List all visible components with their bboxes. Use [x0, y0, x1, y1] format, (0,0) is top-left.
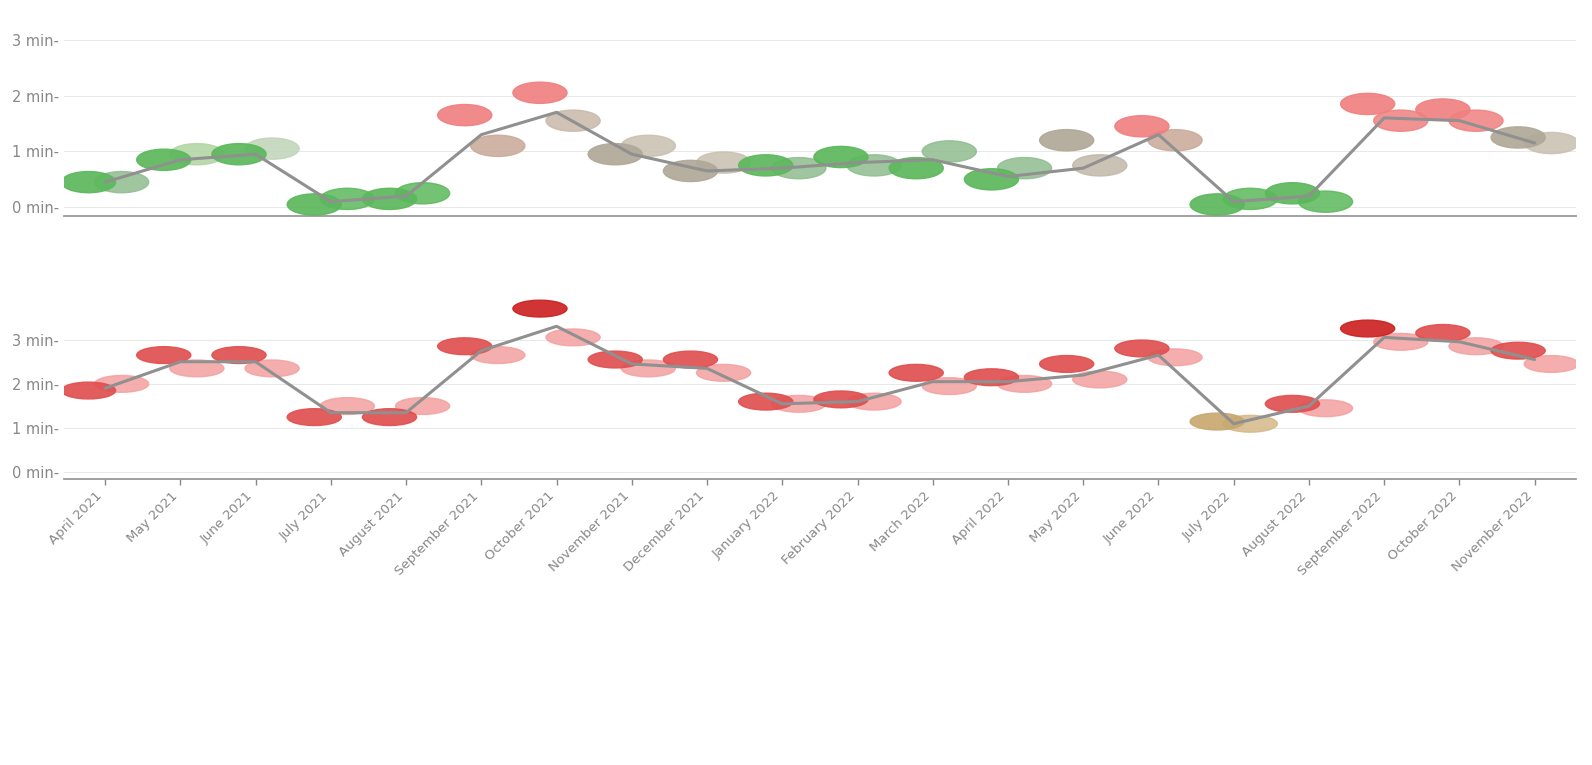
- Ellipse shape: [1299, 400, 1353, 417]
- Ellipse shape: [847, 155, 901, 176]
- Ellipse shape: [170, 360, 224, 377]
- Ellipse shape: [395, 398, 449, 415]
- Ellipse shape: [1415, 99, 1469, 120]
- Ellipse shape: [62, 171, 116, 193]
- Ellipse shape: [1191, 194, 1245, 215]
- Ellipse shape: [1374, 334, 1428, 350]
- Ellipse shape: [1449, 338, 1503, 355]
- Ellipse shape: [1340, 93, 1395, 115]
- Ellipse shape: [739, 155, 793, 176]
- Ellipse shape: [1524, 356, 1578, 373]
- Ellipse shape: [664, 161, 718, 181]
- Ellipse shape: [1223, 415, 1277, 432]
- Ellipse shape: [965, 369, 1019, 386]
- Ellipse shape: [696, 364, 751, 381]
- Ellipse shape: [1191, 413, 1245, 430]
- Ellipse shape: [1114, 116, 1169, 137]
- Ellipse shape: [62, 382, 116, 399]
- Ellipse shape: [587, 351, 642, 368]
- Ellipse shape: [1266, 183, 1320, 204]
- Ellipse shape: [245, 138, 299, 159]
- Ellipse shape: [513, 300, 567, 317]
- Ellipse shape: [888, 158, 944, 179]
- Ellipse shape: [513, 82, 567, 103]
- Ellipse shape: [1073, 371, 1127, 388]
- Ellipse shape: [1340, 320, 1395, 337]
- Ellipse shape: [395, 183, 449, 204]
- Ellipse shape: [1073, 155, 1127, 176]
- Ellipse shape: [245, 360, 299, 377]
- Ellipse shape: [546, 329, 600, 346]
- Ellipse shape: [1374, 110, 1428, 132]
- Ellipse shape: [888, 364, 944, 381]
- Ellipse shape: [287, 409, 341, 425]
- Ellipse shape: [94, 376, 148, 392]
- Ellipse shape: [814, 391, 868, 408]
- Ellipse shape: [137, 347, 191, 363]
- Ellipse shape: [1148, 349, 1202, 366]
- Ellipse shape: [287, 194, 341, 215]
- Ellipse shape: [664, 351, 718, 368]
- Ellipse shape: [438, 338, 492, 355]
- Ellipse shape: [772, 158, 826, 179]
- Ellipse shape: [1415, 324, 1469, 341]
- Ellipse shape: [621, 135, 675, 156]
- Ellipse shape: [587, 144, 642, 164]
- Ellipse shape: [922, 378, 976, 395]
- Ellipse shape: [1114, 340, 1169, 356]
- Ellipse shape: [320, 398, 374, 415]
- Ellipse shape: [847, 393, 901, 410]
- Ellipse shape: [212, 144, 266, 164]
- Ellipse shape: [363, 188, 417, 210]
- Ellipse shape: [965, 169, 1019, 190]
- Ellipse shape: [1266, 396, 1320, 412]
- Ellipse shape: [212, 347, 266, 363]
- Ellipse shape: [621, 360, 675, 377]
- Ellipse shape: [94, 171, 148, 193]
- Ellipse shape: [546, 110, 600, 132]
- Ellipse shape: [1148, 129, 1202, 151]
- Ellipse shape: [814, 146, 868, 168]
- Ellipse shape: [922, 141, 976, 162]
- Ellipse shape: [739, 393, 793, 410]
- Ellipse shape: [1299, 191, 1353, 212]
- Ellipse shape: [1492, 127, 1546, 148]
- Ellipse shape: [998, 158, 1052, 179]
- Ellipse shape: [363, 409, 417, 425]
- Ellipse shape: [1040, 356, 1094, 373]
- Ellipse shape: [137, 149, 191, 171]
- Ellipse shape: [1449, 110, 1503, 132]
- Ellipse shape: [998, 376, 1052, 392]
- Ellipse shape: [438, 105, 492, 125]
- Ellipse shape: [471, 347, 525, 363]
- Ellipse shape: [772, 396, 826, 412]
- Ellipse shape: [170, 144, 224, 164]
- Ellipse shape: [696, 152, 751, 173]
- Ellipse shape: [320, 188, 374, 210]
- Ellipse shape: [471, 135, 525, 156]
- Ellipse shape: [1524, 132, 1578, 154]
- Ellipse shape: [1492, 342, 1546, 359]
- Ellipse shape: [1040, 129, 1094, 151]
- Ellipse shape: [1223, 188, 1277, 210]
